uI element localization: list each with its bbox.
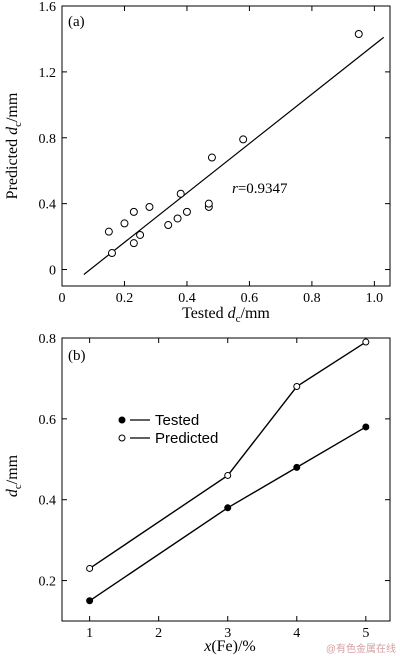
chart-b-frame [61, 337, 391, 622]
chart-b-series-line-tested [89, 426, 367, 602]
chart-b-panel-label: (b) [68, 348, 86, 364]
chart-a-panel-label: (a) [68, 14, 85, 30]
chart-a-frame [61, 5, 391, 287]
chart-a-ytick-label-1: 0.4 [39, 198, 57, 213]
chart-a-fit-line [83, 36, 385, 275]
chart-b-ylabel-sub: c [12, 484, 24, 489]
chart-a-ytick-label-2: 0.8 [39, 132, 57, 147]
chart-a-point-1 [107, 249, 116, 258]
chart-a-annotation-symbol: r [232, 181, 238, 197]
chart-a-xlabel-symbol: d [228, 305, 237, 322]
chart-b-xtick-label-2: 3 [224, 626, 231, 641]
legend-marker-tested [118, 416, 126, 424]
chart-a-point-6 [145, 202, 154, 211]
chart-b-point-predicted-1 [224, 471, 232, 479]
chart-a-point-2 [120, 219, 129, 228]
chart-b-point-predicted-0 [86, 564, 94, 572]
chart-b-xtick-label-1: 2 [155, 626, 162, 641]
chart-b-point-tested-1 [224, 504, 232, 512]
chart-a-xlabel-unit: /mm [241, 305, 271, 322]
chart-a-ylabel-symbol: d [4, 126, 21, 135]
chart-b-ylabel: dc/mm [4, 454, 24, 497]
chart-a-ytick-label-4: 1.6 [39, 0, 57, 15]
chart-a-xlabel-main: Tested [182, 305, 228, 322]
chart-a-ytick-label-0: 0 [49, 264, 56, 279]
chart-a-point-9 [176, 189, 185, 198]
legend-marker-predicted [118, 434, 126, 442]
chart-b-point-tested-2 [293, 463, 301, 471]
chart-b-legend: Tested Predicted [118, 412, 218, 447]
chart-a-ylabel: Predicted dc/mm [4, 92, 24, 199]
chart-a-point-4 [129, 239, 138, 248]
chart-b-point-tested-3 [362, 423, 370, 431]
chart-b-point-tested-0 [86, 597, 94, 605]
chart-a-xtick-label-2: 0.4 [178, 291, 196, 306]
chart-a-xtick-label-0: 0 [59, 291, 66, 306]
chart-a-xtick-label-5: 1.0 [366, 291, 384, 306]
chart-a-annotation-value: =0.9347 [238, 181, 288, 197]
chart-a-point-10 [182, 207, 191, 216]
chart-a-point-15 [354, 30, 363, 38]
chart-b-xtick-label-3: 4 [293, 626, 300, 641]
chart-a-point-0 [104, 227, 113, 236]
chart-b-ytick-label-0: 0.2 [39, 575, 57, 590]
chart-b-xtick-label-4: 5 [362, 626, 369, 641]
chart-b-ytick-label-2: 0.6 [39, 413, 57, 428]
chart-a-ylabel-main: Predicted [4, 135, 21, 199]
chart-a-xtick-label-4: 0.8 [303, 291, 321, 306]
chart-b-point-predicted-2 [293, 383, 301, 391]
chart-b: (b) 1 2 3 4 5 0.2 0.4 0.6 0.8 Tested Predicted x… [4, 332, 391, 655]
watermark: @有色金属在线 [326, 642, 396, 655]
chart-b-xlabel-symbol: x [203, 638, 211, 655]
chart-a-point-14 [239, 135, 248, 144]
chart-a-xlabel: Tested dc/mm [182, 305, 270, 325]
chart-a-point-7 [164, 221, 173, 230]
chart-b-xtick-label-0: 1 [86, 626, 93, 641]
chart-b-xlabel: x(Fe)/% [203, 638, 256, 655]
chart-b-series-line-predicted [89, 341, 367, 570]
chart-a-point-12 [204, 199, 213, 208]
chart-b-ylabel-unit: /mm [4, 454, 21, 484]
legend-label-predicted: Predicted [155, 430, 218, 447]
chart-a-ytick-label-3: 1.2 [39, 66, 57, 81]
chart-b-xlabel-rest: (Fe)/% [211, 638, 255, 655]
chart-a-point-8 [173, 214, 182, 223]
chart-a-point-13 [207, 153, 216, 162]
chart-a-xtick-label-3: 0.6 [241, 291, 259, 306]
legend-label-tested: Tested [155, 412, 199, 429]
chart-a-point-3 [129, 207, 138, 216]
chart-a-ylabel-sub: c [12, 122, 24, 127]
chart-b-ylabel-symbol: d [4, 488, 21, 497]
chart-b-point-predicted-3 [362, 338, 370, 346]
chart-a: (a) 0 0.2 0.4 0.6 0.8 1.0 0 0.4 0.8 1.2 1.6 r=0.93… [4, 0, 391, 325]
chart-a-point-5 [136, 230, 145, 239]
chart-a-xtick-label-1: 0.2 [116, 291, 134, 306]
chart-b-ytick-label-3: 0.8 [39, 332, 57, 347]
chart-b-ytick-label-1: 0.4 [39, 494, 57, 509]
chart-a-xlabel-sub: c [236, 313, 241, 325]
chart-a-ylabel-unit: /mm [4, 92, 21, 122]
chart-a-annotation: r=0.9347 [232, 181, 288, 197]
